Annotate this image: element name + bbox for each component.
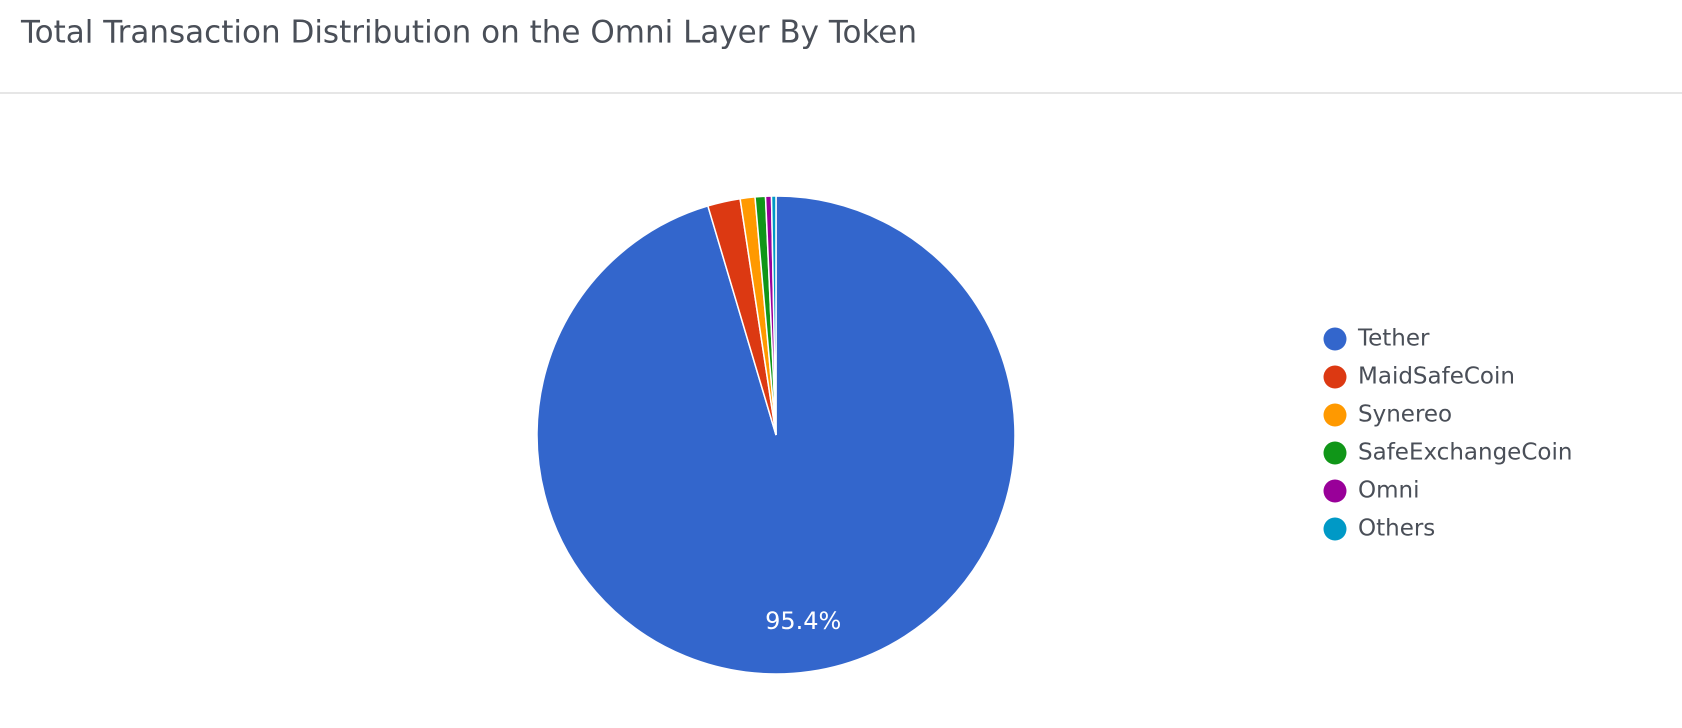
legend-label: Synereo (1358, 402, 1452, 428)
legend-label: MaidSafeCoin (1358, 364, 1515, 390)
pie-slice (770, 195, 777, 436)
legend-swatch (1323, 365, 1347, 389)
legend-swatch (1323, 327, 1347, 351)
legend-swatch (1323, 517, 1347, 541)
legend-swatch (1323, 403, 1347, 427)
legend-label: Others (1358, 516, 1435, 542)
legend-swatch (1323, 479, 1347, 503)
slice-label: 95.4% (765, 607, 841, 635)
legend-label: Omni (1358, 478, 1419, 504)
legend-label: Tether (1357, 326, 1430, 352)
legend-swatch (1323, 441, 1347, 465)
chart-title: Total Transaction Distribution on the Om… (20, 15, 917, 51)
legend-label: SafeExchangeCoin (1358, 440, 1572, 466)
